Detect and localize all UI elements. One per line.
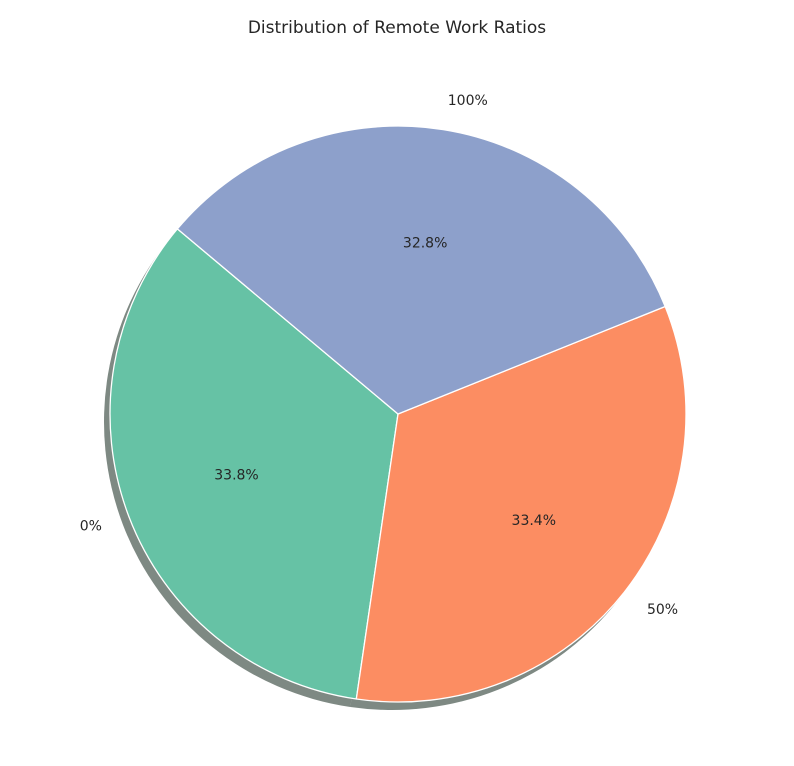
pie-labels: 0% 33.8% 50% 33.4% 100% 32.8% — [80, 93, 678, 618]
slice-category-label: 100% — [448, 93, 488, 109]
chart-title: Distribution of Remote Work Ratios — [248, 18, 546, 38]
slice-percent-label: 33.4% — [512, 513, 556, 529]
pie-slice-0 — [109, 228, 399, 700]
pie-slice-1 — [355, 305, 687, 703]
slice-percent-label: 32.8% — [403, 235, 447, 251]
slice-percent-label: 33.8% — [214, 467, 258, 483]
pie-slices — [109, 125, 687, 703]
slice-category-label: 50% — [647, 602, 678, 618]
pie-slice-2 — [176, 125, 666, 415]
slice-category-label: 0% — [80, 519, 102, 535]
